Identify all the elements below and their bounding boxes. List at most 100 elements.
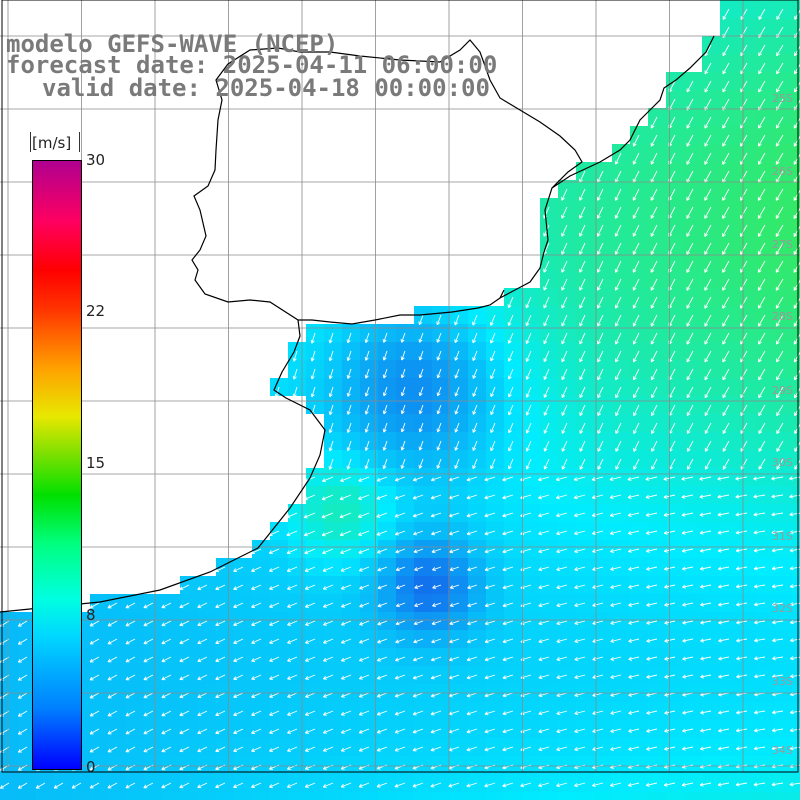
wind-arrow — [686, 296, 694, 309]
wind-arrow — [418, 368, 424, 379]
wind-arrow — [436, 386, 442, 397]
wind-arrow — [490, 404, 496, 416]
wind-speed-cell — [792, 432, 800, 450]
wind-arrow — [775, 152, 784, 165]
wind-speed-cell — [792, 396, 800, 414]
wind-arrow — [507, 422, 514, 434]
wind-arrow — [579, 314, 586, 327]
wind-arrow — [596, 224, 604, 237]
wind-arrow — [686, 224, 694, 237]
wind-arrow — [722, 260, 730, 273]
wind-speed-cell — [792, 378, 800, 396]
wind-arrow — [525, 314, 532, 327]
wind-arrow — [382, 404, 388, 415]
wind-arrow — [436, 368, 442, 379]
wind-arrow — [596, 278, 604, 291]
wind-arrow — [561, 350, 568, 363]
wind-arrow — [472, 458, 478, 470]
wind-arrow — [412, 476, 424, 482]
wind-arrow — [543, 458, 550, 470]
wind-arrow — [775, 278, 784, 291]
wind-arrow — [722, 206, 730, 219]
wind-arrow — [364, 332, 370, 343]
wind-arrow — [472, 350, 478, 362]
wind-arrow — [632, 296, 640, 309]
wind-arrow — [328, 458, 334, 470]
wind-arrow — [650, 296, 658, 309]
wind-arrow — [632, 314, 640, 327]
wind-arrow — [418, 386, 424, 397]
wind-arrow — [776, 422, 784, 434]
wind-arrow — [633, 458, 640, 470]
wind-arrow — [686, 350, 694, 363]
wind-arrow — [704, 368, 712, 381]
wind-speed-cell — [792, 612, 800, 630]
wind-arrow — [704, 188, 712, 201]
wind-arrow — [555, 476, 568, 482]
wind-speed-cell — [36, 792, 54, 800]
wind-arrow — [358, 476, 370, 482]
wind-speed-cell — [792, 342, 800, 360]
wind-arrow — [757, 206, 766, 219]
wind-speed-cell — [792, 594, 800, 612]
wind-arrow — [704, 62, 712, 75]
wind-speed-cell — [180, 792, 198, 800]
wind-arrow — [704, 278, 712, 291]
wind-arrow — [436, 458, 442, 469]
wind-arrow — [400, 368, 406, 379]
wind-arrow — [543, 260, 550, 273]
wind-arrow — [490, 422, 496, 434]
wind-arrow — [722, 422, 730, 434]
wind-arrow — [686, 278, 694, 291]
wind-speed-cell — [720, 792, 738, 800]
wind-arrow — [597, 332, 604, 345]
wind-arrow — [346, 440, 352, 452]
wind-arrow — [776, 350, 784, 363]
wind-arrow — [561, 188, 568, 201]
wind-arrow — [507, 458, 514, 470]
wind-speed-cell — [666, 792, 684, 800]
wind-arrow — [382, 368, 388, 379]
wind-arrow — [650, 278, 658, 291]
wind-arrow — [632, 242, 640, 255]
wind-arrow — [686, 134, 694, 147]
wind-arrow — [507, 332, 514, 344]
wind-speed-cell — [504, 792, 522, 800]
wind-arrow — [364, 368, 370, 379]
wind-arrow — [418, 350, 424, 361]
wind-speed-cell — [324, 792, 342, 800]
wind-speed-cell — [792, 468, 800, 486]
wind-arrow — [418, 404, 424, 415]
wind-arrow — [776, 8, 784, 20]
wind-arrow — [472, 422, 478, 433]
wind-arrow — [543, 368, 550, 380]
wind-arrow — [543, 296, 550, 309]
wind-arrow — [614, 224, 622, 237]
wind-arrow — [722, 152, 730, 165]
wind-arrow — [651, 422, 658, 434]
wind-speed-cell — [792, 648, 800, 666]
wind-arrow — [632, 350, 640, 363]
wind-speed-cell — [792, 216, 800, 234]
wind-speed-cell — [270, 792, 288, 800]
wind-arrow — [632, 332, 640, 345]
wind-arrow — [704, 440, 712, 452]
wind-arrow — [687, 458, 694, 470]
wind-arrow — [561, 242, 568, 255]
wind-arrow — [645, 476, 658, 481]
wind-speed-cell — [702, 792, 720, 800]
wind-speed-cell — [432, 792, 450, 800]
wind-arrow — [722, 80, 730, 93]
wind-speed-cell — [342, 792, 360, 800]
wind-arrow — [507, 368, 514, 380]
wind-arrow — [758, 116, 766, 129]
wind-arrow — [507, 386, 514, 398]
wind-speed-cell — [144, 792, 162, 800]
wind-arrow — [573, 476, 586, 482]
wind-speed-cell — [792, 90, 800, 108]
wind-arrow — [489, 314, 496, 326]
wind-arrow — [740, 422, 748, 434]
wind-arrow — [418, 458, 424, 469]
wind-speed-cell — [792, 288, 800, 306]
wind-speed-cell — [576, 792, 594, 800]
